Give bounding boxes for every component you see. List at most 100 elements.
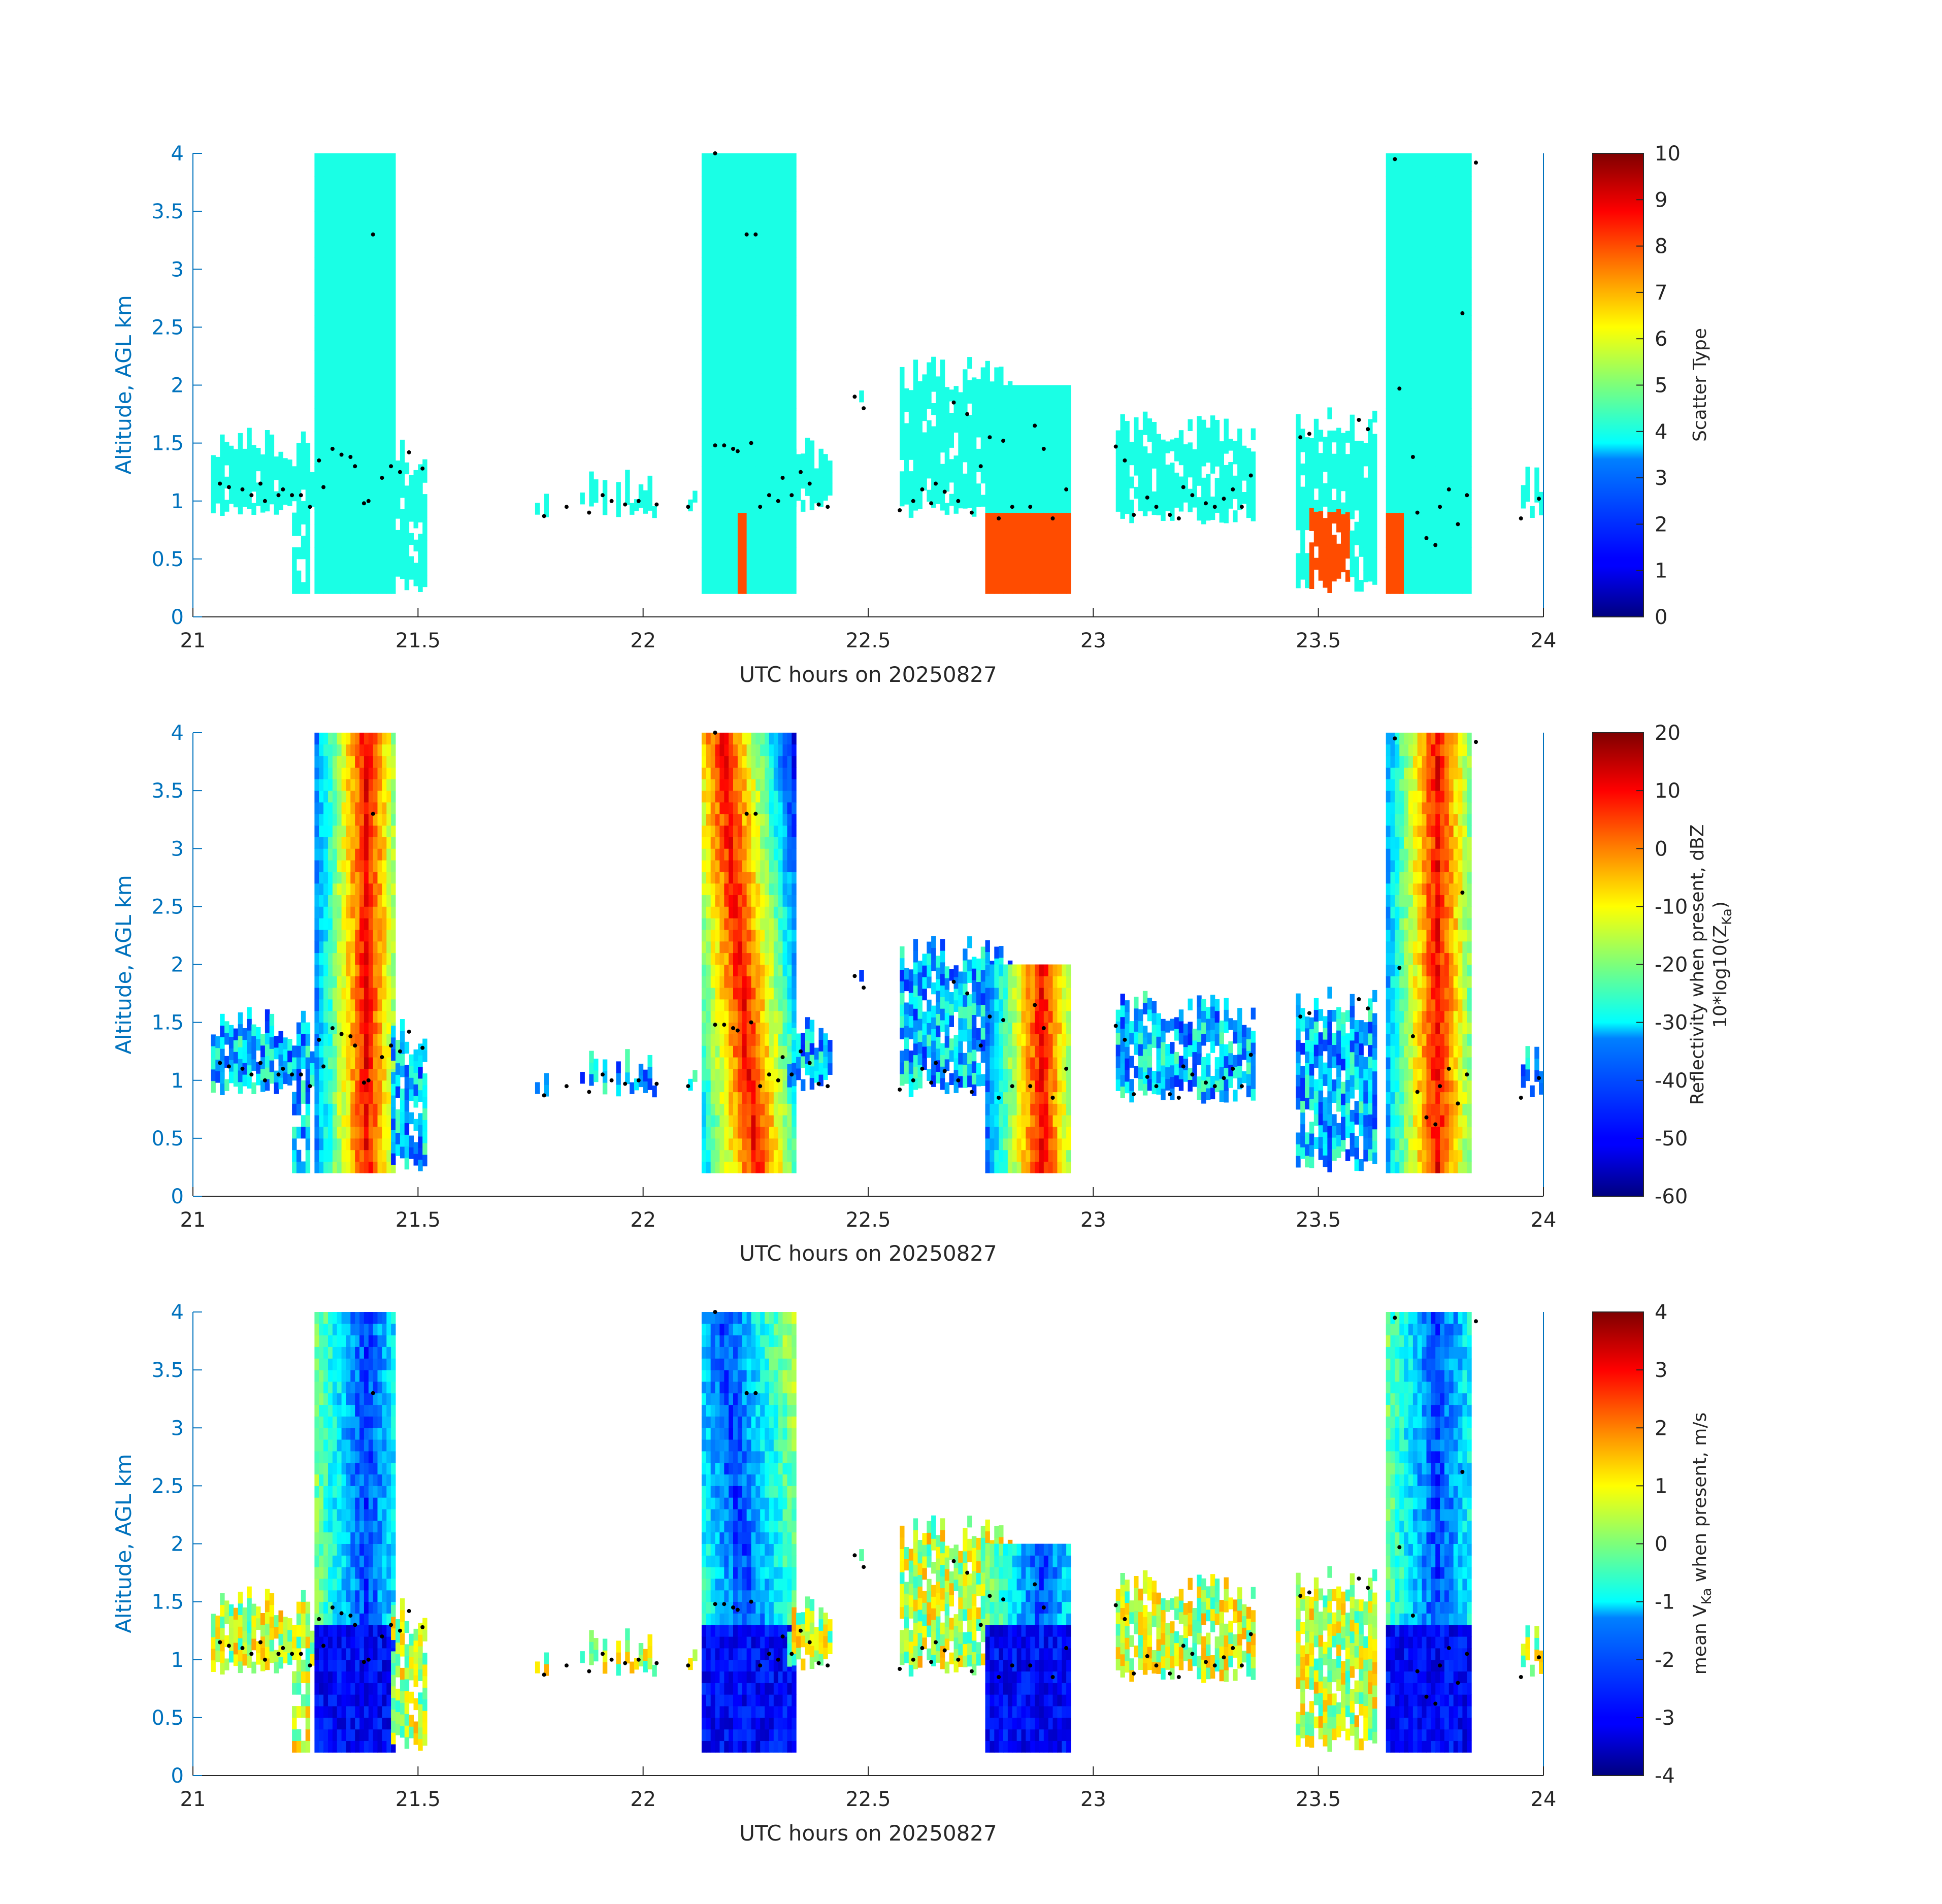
heatmap-cell bbox=[913, 452, 918, 465]
heatmap-cell bbox=[1313, 465, 1319, 477]
heatmap-cell bbox=[737, 350, 743, 363]
heatmap-cell bbox=[220, 446, 225, 458]
heatmap-cell bbox=[287, 1073, 292, 1086]
heatmap-cell bbox=[341, 165, 346, 177]
heatmap-cell bbox=[314, 153, 319, 166]
heatmap-cell bbox=[1395, 269, 1400, 281]
heatmap-cell bbox=[314, 918, 319, 930]
heatmap-cell bbox=[1057, 478, 1062, 490]
heatmap-cell bbox=[350, 941, 355, 954]
heatmap-cell bbox=[729, 848, 734, 861]
heatmap-cell bbox=[719, 918, 725, 930]
heatmap-cell bbox=[341, 1057, 346, 1069]
heatmap-cell bbox=[737, 222, 743, 235]
heatmap-cell bbox=[319, 559, 324, 571]
heatmap-cell bbox=[314, 222, 319, 235]
heatmap-cell bbox=[314, 512, 319, 524]
heatmap-cell bbox=[1431, 234, 1436, 247]
heatmap-cell bbox=[773, 176, 779, 188]
heatmap-cell bbox=[773, 501, 779, 513]
heatmap-cell bbox=[337, 373, 342, 385]
heatmap-cell bbox=[364, 976, 369, 988]
heatmap-cell bbox=[1129, 511, 1134, 523]
heatmap-cell bbox=[1395, 362, 1400, 374]
heatmap-cell bbox=[1440, 385, 1445, 397]
heatmap-cell bbox=[391, 339, 396, 351]
heatmap-cell bbox=[1412, 327, 1418, 339]
cloud-base-point bbox=[623, 502, 628, 507]
heatmap-cell bbox=[1197, 428, 1202, 440]
heatmap-cell bbox=[1035, 454, 1040, 467]
heatmap-cell bbox=[1178, 453, 1184, 466]
heatmap-cell bbox=[1309, 565, 1314, 578]
heatmap-cell bbox=[1395, 153, 1400, 166]
heatmap-cell bbox=[773, 443, 779, 455]
heatmap-cell bbox=[769, 176, 774, 188]
heatmap-cell bbox=[792, 176, 797, 188]
heatmap-cell bbox=[1390, 292, 1395, 305]
heatmap-cell bbox=[404, 1158, 410, 1170]
heatmap-cell bbox=[1386, 489, 1391, 502]
heatmap-cell bbox=[382, 848, 387, 861]
heatmap-cell bbox=[701, 200, 707, 212]
heatmap-cell bbox=[1431, 501, 1436, 513]
heatmap-cell bbox=[413, 1142, 418, 1154]
heatmap-cell bbox=[1440, 176, 1445, 188]
heatmap-cell bbox=[787, 315, 792, 327]
heatmap-cell bbox=[373, 1057, 378, 1069]
heatmap-cell bbox=[760, 466, 765, 478]
heatmap-cell bbox=[715, 559, 720, 571]
heatmap-cell bbox=[751, 524, 756, 536]
heatmap-cell bbox=[238, 1070, 243, 1082]
heatmap-cell bbox=[724, 1138, 729, 1151]
heatmap-cell bbox=[373, 848, 378, 861]
heatmap-cell bbox=[719, 489, 725, 502]
heatmap-cell bbox=[701, 976, 707, 988]
heatmap-cell bbox=[359, 188, 365, 200]
heatmap-cell bbox=[368, 466, 374, 478]
heatmap-cell bbox=[1435, 339, 1440, 351]
heatmap-cell bbox=[337, 165, 342, 177]
heatmap-cell bbox=[391, 906, 396, 918]
heatmap-cell bbox=[337, 176, 342, 188]
heatmap-cell bbox=[1458, 327, 1463, 339]
heatmap-cell bbox=[215, 480, 220, 492]
heatmap-cell bbox=[715, 408, 720, 420]
heatmap-cell bbox=[1417, 153, 1423, 166]
heatmap-cell bbox=[1007, 385, 1013, 397]
heatmap-cell bbox=[314, 1022, 319, 1034]
heatmap-cell bbox=[1372, 457, 1377, 469]
heatmap-cell bbox=[368, 1103, 374, 1115]
heatmap-cell bbox=[391, 813, 396, 826]
heatmap-cell bbox=[391, 1095, 396, 1107]
heatmap-cell bbox=[1444, 454, 1450, 467]
heatmap-cell bbox=[792, 385, 797, 397]
heatmap-cell bbox=[1250, 451, 1256, 464]
heatmap-cell bbox=[1444, 304, 1450, 316]
heatmap-cell bbox=[1363, 501, 1368, 513]
heatmap-cell bbox=[760, 234, 765, 247]
heatmap-cell bbox=[751, 211, 756, 223]
heatmap-cell bbox=[616, 482, 621, 494]
heatmap-cell bbox=[805, 438, 810, 450]
heatmap-cell bbox=[341, 200, 346, 212]
heatmap-cell bbox=[787, 385, 792, 397]
heatmap-cell bbox=[1066, 466, 1071, 478]
heatmap-cell bbox=[773, 397, 779, 409]
heatmap-cell bbox=[314, 570, 319, 582]
heatmap-cell bbox=[729, 941, 734, 954]
heatmap-cell bbox=[355, 176, 360, 188]
heatmap-cell bbox=[1395, 536, 1400, 548]
heatmap-cell bbox=[1003, 512, 1008, 524]
heatmap-cell bbox=[724, 246, 729, 258]
heatmap-cell bbox=[724, 1092, 729, 1104]
heatmap-cell bbox=[1224, 430, 1229, 442]
heatmap-cell bbox=[359, 408, 365, 420]
heatmap-cell bbox=[1417, 281, 1423, 293]
heatmap-cell bbox=[724, 501, 729, 513]
heatmap-cell bbox=[719, 304, 725, 316]
heatmap-cell bbox=[755, 188, 761, 200]
heatmap-cell bbox=[1026, 385, 1031, 397]
heatmap-cell bbox=[922, 409, 927, 421]
heatmap-cell bbox=[422, 459, 427, 471]
